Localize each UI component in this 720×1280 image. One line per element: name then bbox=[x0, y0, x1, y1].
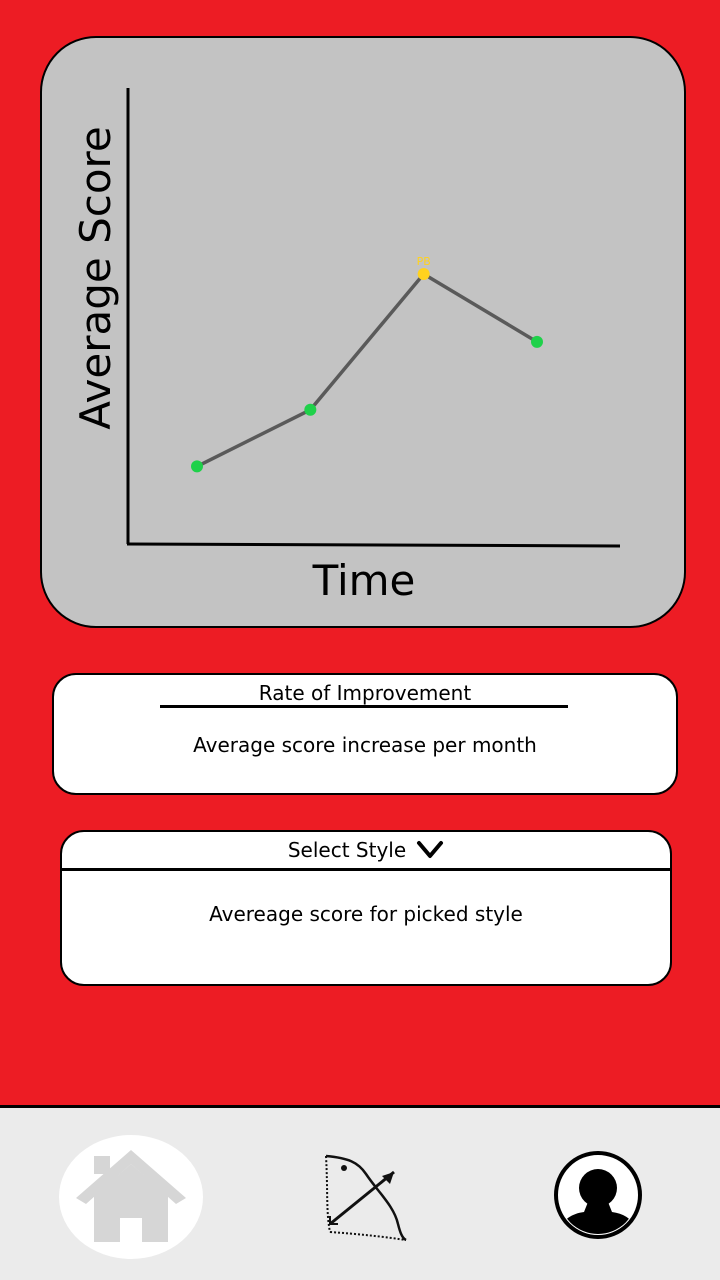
home-icon bbox=[59, 1135, 203, 1259]
rate-of-improvement-title: Rate of Improvement bbox=[258, 681, 472, 705]
y-axis-label: Average Score bbox=[71, 126, 120, 429]
rate-of-improvement-panel: Rate of Improvement Average score increa… bbox=[52, 673, 678, 795]
x-axis-label: Time bbox=[312, 556, 416, 605]
style-score-panel: Select Style Avereage score for picked s… bbox=[60, 830, 672, 986]
data-point bbox=[531, 335, 543, 348]
data-point bbox=[191, 460, 203, 473]
plot-area: PB bbox=[191, 255, 543, 473]
personal-best-label: PB bbox=[417, 255, 431, 268]
title-divider bbox=[160, 705, 568, 708]
select-style-label: Select Style bbox=[287, 838, 407, 862]
user-profile-icon bbox=[554, 1151, 642, 1239]
bottom-navigation bbox=[0, 1105, 720, 1280]
bow-and-arrow-icon bbox=[325, 1154, 407, 1242]
personal-best-point bbox=[417, 267, 430, 280]
nav-home-button[interactable] bbox=[58, 1134, 204, 1260]
select-style-dropdown[interactable]: Select Style bbox=[62, 832, 670, 871]
style-score-text: Avereage score for picked style bbox=[209, 902, 523, 926]
series-line bbox=[196, 271, 538, 468]
rate-of-improvement-text: Average score increase per month bbox=[193, 733, 537, 757]
chevron-down-icon bbox=[417, 841, 444, 858]
score-chart-card: Time Average Score PB bbox=[40, 36, 686, 628]
x-axis bbox=[126, 542, 621, 548]
nav-archery-button[interactable] bbox=[318, 1152, 414, 1242]
nav-profile-button[interactable] bbox=[552, 1150, 644, 1240]
data-point bbox=[304, 403, 317, 416]
score-line-chart: Time Average Score PB bbox=[71, 88, 621, 605]
